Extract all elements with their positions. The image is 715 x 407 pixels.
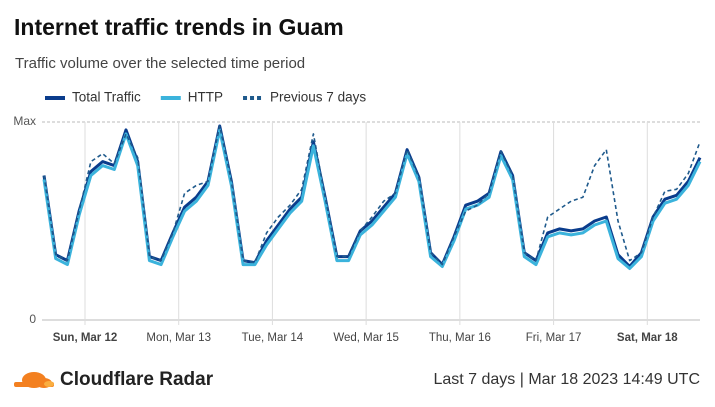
x-tick-label: Tue, Mar 14 (242, 332, 304, 344)
chart-title: Internet traffic trends in Guam (14, 14, 344, 40)
x-tick-label: Sun, Mar 12 (53, 332, 118, 344)
series-line (42, 128, 702, 270)
logo (14, 372, 54, 388)
legend-label: Previous 7 days (270, 90, 366, 105)
timestamp: Last 7 days | Mar 18 2023 14:49 UTC (433, 371, 700, 388)
brand-name: Cloudflare Radar (60, 369, 214, 390)
legend: Total Traffic HTTP Previous 7 days (45, 90, 366, 105)
x-tick-label: Fri, Mar 17 (526, 332, 582, 344)
x-tick-label: Wed, Mar 15 (333, 332, 399, 344)
x-tick-label: Mon, Mar 13 (146, 332, 211, 344)
y-tick-label: 0 (29, 312, 36, 326)
legend-label: HTTP (188, 90, 223, 105)
chart-subtitle: Traffic volume over the selected time pe… (15, 55, 305, 72)
plot-area: 0 Max Sun, Mar 12 Mon, Mar 13 Tue, Mar 14 Wed… (13, 114, 702, 344)
series-line (43, 125, 701, 266)
y-tick-label: Max (13, 114, 36, 128)
x-tick-label: Sat, Mar 18 (617, 332, 678, 344)
legend-label: Total Traffic (72, 90, 141, 105)
x-tick-label: Thu, Mar 16 (429, 332, 491, 344)
